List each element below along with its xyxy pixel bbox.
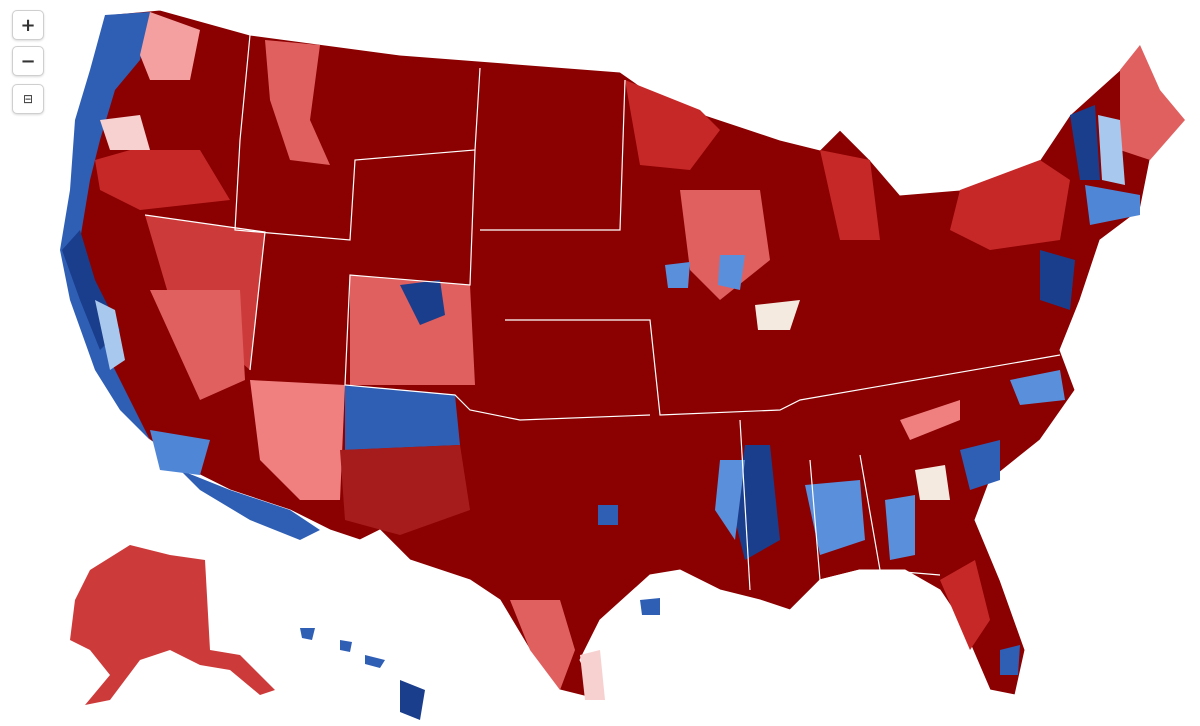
state-border: [859, 454, 941, 576]
hawaii: [300, 628, 315, 640]
district-area: [718, 255, 745, 290]
district-area: [625, 80, 720, 170]
state-border: [809, 459, 861, 581]
district-area: [1120, 45, 1185, 160]
zoom-in-button[interactable]: +: [12, 10, 44, 40]
alaska: [70, 545, 275, 705]
district-area: [180, 470, 320, 540]
district-area: [1085, 185, 1140, 225]
district-area: [1000, 645, 1020, 675]
district-area: [665, 262, 690, 288]
district-area: [340, 445, 470, 535]
district-area: [350, 275, 475, 385]
district-area: [680, 190, 770, 300]
state-border: [344, 149, 651, 421]
state-border: [144, 214, 266, 371]
reset-button[interactable]: ⊟: [12, 84, 44, 114]
district-area: [95, 300, 125, 370]
state-border: [480, 79, 626, 231]
district-area: [95, 150, 230, 210]
district-area: [960, 440, 1000, 490]
district-area: [640, 598, 660, 615]
state-border: [505, 319, 1061, 416]
district-area: [150, 290, 245, 400]
district-area: [598, 505, 618, 525]
district-area: [715, 460, 745, 540]
hawaii: [400, 680, 425, 720]
district-area: [1098, 115, 1125, 185]
zoom-out-button[interactable]: −: [12, 46, 44, 76]
district-area: [915, 465, 950, 500]
hawaii: [365, 655, 385, 668]
district-area: [250, 380, 345, 500]
district-area: [1070, 105, 1100, 180]
district-area: [940, 560, 990, 650]
district-area: [100, 115, 150, 150]
hawaii: [340, 640, 352, 652]
district-area: [580, 650, 605, 700]
district-area: [885, 495, 915, 560]
district-area: [265, 40, 330, 165]
district-area: [805, 480, 865, 555]
district-area: [1040, 250, 1075, 310]
district-area: [755, 300, 800, 330]
district-area: [510, 600, 575, 690]
district-area: [150, 430, 210, 475]
district-area: [60, 12, 150, 440]
district-area: [950, 160, 1070, 250]
district-area: [140, 12, 200, 80]
district-area: [820, 150, 880, 240]
state-border: [739, 419, 751, 591]
district-area: [345, 385, 460, 450]
district-area: [1010, 370, 1065, 405]
district-area: [400, 280, 445, 325]
district-area: [900, 400, 960, 440]
